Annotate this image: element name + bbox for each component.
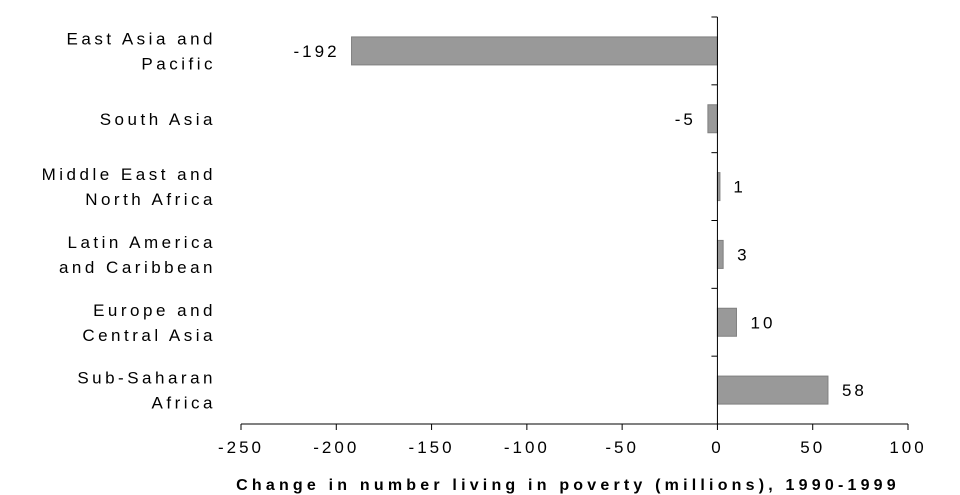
category-label: Pacific	[141, 54, 216, 73]
bar	[707, 104, 718, 134]
x-tick-label: -250	[218, 438, 264, 457]
x-tick-label: -100	[504, 438, 550, 457]
x-tick-label: 50	[800, 438, 825, 457]
category-label: South Asia	[100, 110, 216, 129]
category-label: North Africa	[85, 190, 216, 209]
category-label: Africa	[152, 394, 216, 413]
category-label: Central Asia	[82, 326, 216, 345]
bars-layer	[351, 36, 829, 405]
bar	[716, 307, 737, 337]
x-tick-label: 0	[711, 438, 723, 457]
category-label: East Asia and	[67, 29, 216, 48]
category-label: Middle East and	[42, 165, 216, 184]
bar	[716, 375, 829, 405]
x-tick-label: 100	[889, 438, 926, 457]
labels-layer: -250 -200 -150 -100 -50 0 50 100 -192 East Asia a…	[42, 29, 926, 457]
x-axis-title: Change in number living in poverty (mill…	[236, 477, 900, 494]
x-tick-label: -150	[409, 438, 455, 457]
data-label: -5	[675, 110, 696, 129]
category-label: Europe and	[93, 301, 216, 320]
data-label: -192	[294, 42, 340, 61]
x-tick-label: -200	[313, 438, 359, 457]
category-label: Latin America	[68, 233, 217, 252]
data-label: 3	[737, 245, 749, 264]
axes-layer	[240, 16, 909, 430]
bar	[716, 239, 724, 269]
bar	[351, 36, 718, 66]
category-label: Sub-Saharan	[77, 369, 216, 388]
category-label: and Caribbean	[59, 258, 216, 277]
x-tick-label: -50	[605, 438, 639, 457]
data-label: 10	[750, 313, 775, 332]
data-label: 1	[733, 178, 745, 197]
data-label: 58	[842, 381, 867, 400]
